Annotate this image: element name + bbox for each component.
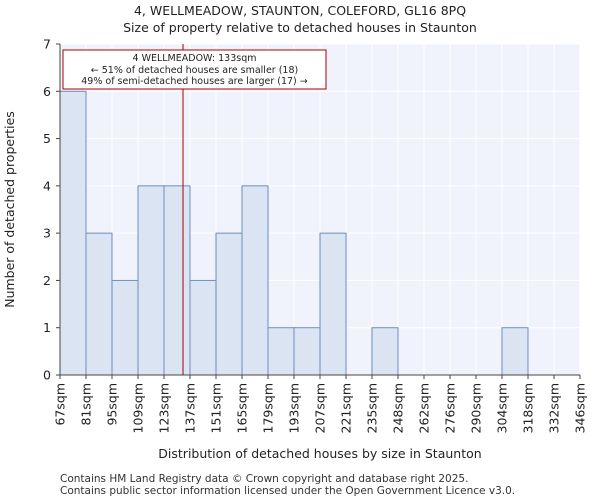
bar [501,327,529,376]
annotation-box: 4 WELLMEADOW: 133sqm ← 51% of detached h… [62,49,327,90]
x-tick-label: 151sqm [209,383,224,433]
x-tick-label: 276sqm [443,383,458,433]
y-tick-label: 3 [43,226,51,241]
y-tick-labels: 0 1 2 3 4 5 6 7 [43,37,60,383]
x-tick-label: 137sqm [183,383,198,433]
bar [163,185,191,376]
x-tick-label: 332sqm [547,383,562,433]
y-tick-label: 1 [43,320,51,335]
x-tick-label: 193sqm [287,383,302,433]
x-tick-label: 304sqm [495,383,510,433]
bars-group [59,90,529,376]
annotation-border [62,49,327,90]
bar [85,232,113,376]
annotation-line-1: 4 WELLMEADOW: 133sqm [133,53,257,64]
x-tick-label: 290sqm [469,383,484,433]
x-tick-label: 207sqm [313,383,328,433]
bar [59,90,87,376]
footer-line-2: Contains public sector information licen… [60,485,516,497]
chart-subtitle: Size of property relative to detached ho… [123,20,477,35]
x-tick-label: 248sqm [391,383,406,433]
x-tick-label: 346sqm [573,383,588,433]
annotation-line-3: 49% of semi-detached houses are larger (… [81,76,308,87]
chart-title: 4, WELLMEADOW, STAUNTON, COLEFORD, GL16 … [133,3,467,18]
y-tick-label: 0 [43,368,51,383]
histogram-chart: 4 WELLMEADOW: 133sqm ← 51% of detached h… [2,37,588,462]
x-tick-label: 262sqm [417,383,432,433]
bar [137,185,165,376]
bar [215,232,243,376]
bar [267,327,295,376]
y-tick-label: 6 [43,84,51,99]
bar [319,232,347,376]
bar [189,279,217,376]
x-tick-label: 67sqm [53,383,68,426]
bar [241,185,269,376]
y-tick-label: 4 [43,178,51,193]
y-axis-label: Number of detached properties [2,111,17,308]
x-tick-label: 235sqm [365,383,380,433]
bar [293,327,321,376]
bar [111,279,139,376]
x-tick-label: 165sqm [235,383,250,433]
y-tick-label: 7 [43,37,51,52]
footer-line-1: Contains HM Land Registry data © Crown c… [60,473,469,485]
x-tick-labels: 67sqm 81sqm 95sqm 109sqm 123sqm 137sqm 151sqm 1… [53,375,588,433]
x-tick-label: 318sqm [521,383,536,433]
x-tick-label: 95sqm [105,383,120,426]
y-tick-label: 2 [43,273,51,288]
x-tick-label: 81sqm [79,383,94,426]
bar [371,327,399,376]
x-tick-label: 109sqm [131,383,146,433]
annotation-line-2: ← 51% of detached houses are smaller (18… [91,65,298,76]
x-tick-label: 221sqm [339,383,354,433]
x-tick-label: 123sqm [157,383,172,433]
x-axis-label: Distribution of detached houses by size … [158,446,481,461]
x-tick-label: 179sqm [261,383,276,433]
y-tick-label: 5 [43,131,51,146]
